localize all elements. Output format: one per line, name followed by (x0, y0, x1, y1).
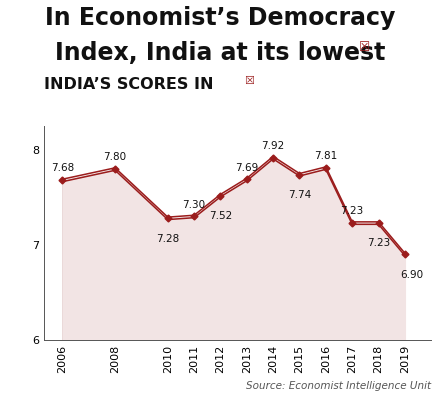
Text: Index, India at its lowest: Index, India at its lowest (55, 41, 385, 66)
Text: 7.92: 7.92 (261, 141, 285, 151)
Text: 7.28: 7.28 (156, 233, 180, 244)
Text: ☒: ☒ (244, 76, 254, 86)
Text: Source: Economist Intelligence Unit: Source: Economist Intelligence Unit (246, 381, 431, 391)
Text: 6.90: 6.90 (400, 270, 423, 280)
Text: 7.69: 7.69 (235, 163, 258, 173)
Text: 7.23: 7.23 (341, 206, 364, 216)
Text: INDIA’S SCORES IN: INDIA’S SCORES IN (44, 77, 213, 92)
Text: 7.68: 7.68 (51, 164, 74, 173)
Text: 7.52: 7.52 (209, 211, 232, 221)
Text: 7.80: 7.80 (103, 152, 127, 162)
Text: 7.81: 7.81 (314, 151, 337, 161)
Text: ☒: ☒ (359, 41, 370, 54)
Text: 7.23: 7.23 (367, 238, 390, 248)
Text: 7.74: 7.74 (288, 190, 311, 200)
Text: 7.30: 7.30 (183, 199, 206, 209)
Text: In Economist’s Democracy: In Economist’s Democracy (45, 6, 395, 30)
